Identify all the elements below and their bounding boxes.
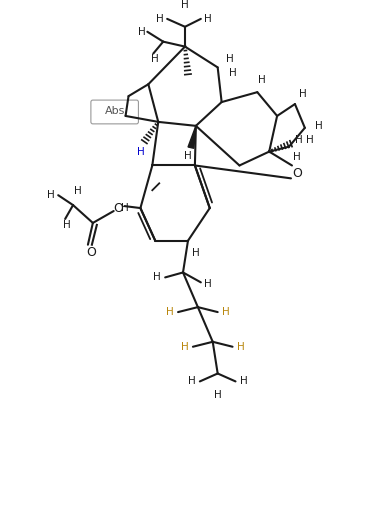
- Text: H: H: [121, 203, 128, 213]
- FancyBboxPatch shape: [91, 100, 138, 124]
- Text: H: H: [156, 14, 164, 24]
- Text: H: H: [184, 151, 192, 161]
- Text: H: H: [229, 68, 236, 78]
- Text: H: H: [153, 272, 161, 282]
- Polygon shape: [188, 126, 196, 148]
- Text: H: H: [295, 135, 303, 145]
- Text: H: H: [47, 190, 55, 200]
- Text: H: H: [74, 186, 82, 196]
- Text: H: H: [181, 0, 189, 10]
- Text: O: O: [114, 201, 124, 215]
- Text: H: H: [181, 342, 189, 352]
- Text: H: H: [306, 135, 314, 145]
- Text: H: H: [293, 152, 301, 162]
- Text: Abs: Abs: [105, 106, 125, 116]
- Text: H: H: [299, 89, 307, 99]
- Text: H: H: [138, 26, 145, 37]
- Text: H: H: [204, 14, 212, 24]
- Text: H: H: [192, 248, 200, 258]
- Text: H: H: [214, 390, 222, 400]
- Text: H: H: [240, 376, 247, 386]
- Text: H: H: [258, 75, 266, 85]
- Text: H: H: [63, 220, 71, 230]
- Text: H: H: [226, 55, 233, 65]
- Text: O: O: [292, 167, 302, 180]
- Text: O: O: [86, 246, 96, 259]
- Text: H: H: [237, 342, 244, 352]
- Text: H: H: [188, 376, 196, 386]
- Text: H: H: [137, 147, 144, 156]
- Text: H: H: [166, 307, 174, 317]
- Text: H: H: [151, 55, 159, 65]
- Text: H: H: [315, 121, 323, 131]
- Text: H: H: [222, 307, 230, 317]
- Text: H: H: [204, 279, 212, 289]
